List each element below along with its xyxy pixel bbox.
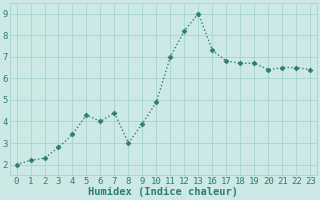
- X-axis label: Humidex (Indice chaleur): Humidex (Indice chaleur): [88, 187, 238, 197]
